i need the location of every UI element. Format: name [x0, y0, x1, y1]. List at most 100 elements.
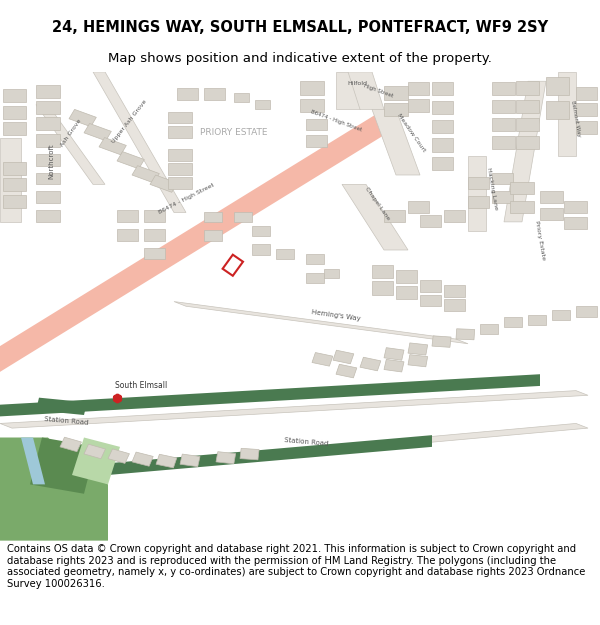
- Bar: [456, 329, 475, 340]
- Bar: [516, 100, 539, 113]
- Bar: [408, 201, 429, 212]
- Text: Chapel Lane: Chapel Lane: [364, 186, 390, 221]
- Bar: [420, 281, 441, 292]
- Text: Heming's Way: Heming's Way: [311, 309, 361, 322]
- Polygon shape: [93, 72, 186, 213]
- Bar: [360, 357, 381, 371]
- Text: Hacking Lane: Hacking Lane: [486, 168, 498, 211]
- Text: Hilfold: Hilfold: [347, 81, 367, 86]
- Bar: [3, 178, 26, 191]
- Text: Northcroft: Northcroft: [48, 143, 54, 179]
- Bar: [564, 217, 587, 229]
- Bar: [60, 437, 82, 452]
- Polygon shape: [372, 109, 420, 175]
- Bar: [516, 118, 539, 131]
- Bar: [492, 82, 515, 95]
- Bar: [306, 135, 327, 147]
- Bar: [396, 270, 417, 282]
- Bar: [99, 138, 127, 155]
- Polygon shape: [468, 156, 486, 231]
- Bar: [240, 448, 259, 460]
- Bar: [432, 120, 453, 132]
- Bar: [306, 254, 324, 264]
- Polygon shape: [0, 391, 588, 428]
- Bar: [3, 195, 26, 208]
- Text: 24, HEMINGS WAY, SOUTH ELMSALL, PONTEFRACT, WF9 2SY: 24, HEMINGS WAY, SOUTH ELMSALL, PONTEFRA…: [52, 20, 548, 35]
- Bar: [36, 134, 60, 147]
- Bar: [444, 285, 465, 297]
- Bar: [204, 211, 222, 222]
- Bar: [372, 265, 393, 278]
- Text: High Street: High Street: [362, 83, 394, 98]
- Polygon shape: [30, 438, 96, 494]
- Bar: [36, 154, 60, 166]
- Bar: [516, 136, 539, 149]
- Text: South Elmsall: South Elmsall: [115, 381, 167, 391]
- Bar: [36, 191, 60, 203]
- Bar: [177, 88, 198, 100]
- Bar: [576, 121, 597, 134]
- Bar: [540, 191, 563, 203]
- Text: Belmont Way: Belmont Way: [571, 100, 581, 138]
- Bar: [444, 299, 465, 311]
- Text: B6474 - High Street: B6474 - High Street: [157, 182, 215, 215]
- Bar: [384, 210, 405, 222]
- Bar: [132, 166, 160, 183]
- Polygon shape: [0, 438, 108, 541]
- Text: Meadow Court: Meadow Court: [396, 112, 426, 153]
- Bar: [117, 210, 138, 222]
- Bar: [420, 294, 441, 306]
- Text: Upper Ash Grove: Upper Ash Grove: [110, 99, 148, 144]
- Polygon shape: [0, 109, 384, 372]
- Bar: [396, 286, 417, 299]
- Bar: [468, 177, 489, 189]
- Bar: [492, 191, 513, 203]
- Bar: [384, 86, 408, 100]
- Bar: [3, 89, 26, 102]
- Bar: [516, 81, 539, 95]
- Polygon shape: [36, 398, 87, 415]
- Bar: [492, 100, 515, 113]
- Bar: [300, 81, 324, 95]
- Polygon shape: [0, 374, 540, 416]
- Bar: [252, 244, 270, 255]
- Bar: [36, 210, 60, 222]
- Bar: [276, 249, 294, 259]
- Bar: [117, 229, 138, 241]
- Bar: [432, 157, 453, 170]
- Bar: [480, 324, 498, 334]
- Bar: [36, 84, 60, 98]
- Bar: [492, 118, 515, 131]
- Bar: [3, 162, 26, 175]
- Bar: [108, 449, 130, 463]
- Bar: [36, 173, 60, 184]
- Bar: [144, 210, 165, 222]
- Bar: [492, 173, 513, 184]
- Text: PRIORY ESTATE: PRIORY ESTATE: [200, 128, 268, 138]
- Bar: [384, 359, 404, 372]
- Polygon shape: [174, 301, 468, 344]
- Bar: [372, 281, 393, 294]
- Bar: [336, 364, 357, 378]
- Polygon shape: [336, 72, 360, 109]
- Bar: [3, 122, 26, 135]
- Bar: [408, 354, 428, 367]
- Bar: [504, 317, 522, 328]
- Text: Station Road: Station Road: [284, 438, 328, 447]
- Bar: [546, 101, 569, 119]
- Bar: [384, 103, 408, 116]
- Bar: [255, 100, 270, 109]
- Polygon shape: [504, 81, 546, 222]
- Bar: [444, 210, 465, 222]
- Bar: [432, 101, 453, 114]
- Polygon shape: [21, 438, 45, 484]
- Polygon shape: [0, 138, 21, 222]
- Bar: [168, 177, 192, 189]
- Polygon shape: [223, 255, 243, 276]
- Bar: [510, 182, 534, 194]
- Bar: [144, 229, 165, 241]
- Text: Contains OS data © Crown copyright and database right 2021. This information is : Contains OS data © Crown copyright and d…: [7, 544, 586, 589]
- Bar: [168, 112, 192, 124]
- Bar: [117, 152, 145, 169]
- Polygon shape: [348, 72, 384, 109]
